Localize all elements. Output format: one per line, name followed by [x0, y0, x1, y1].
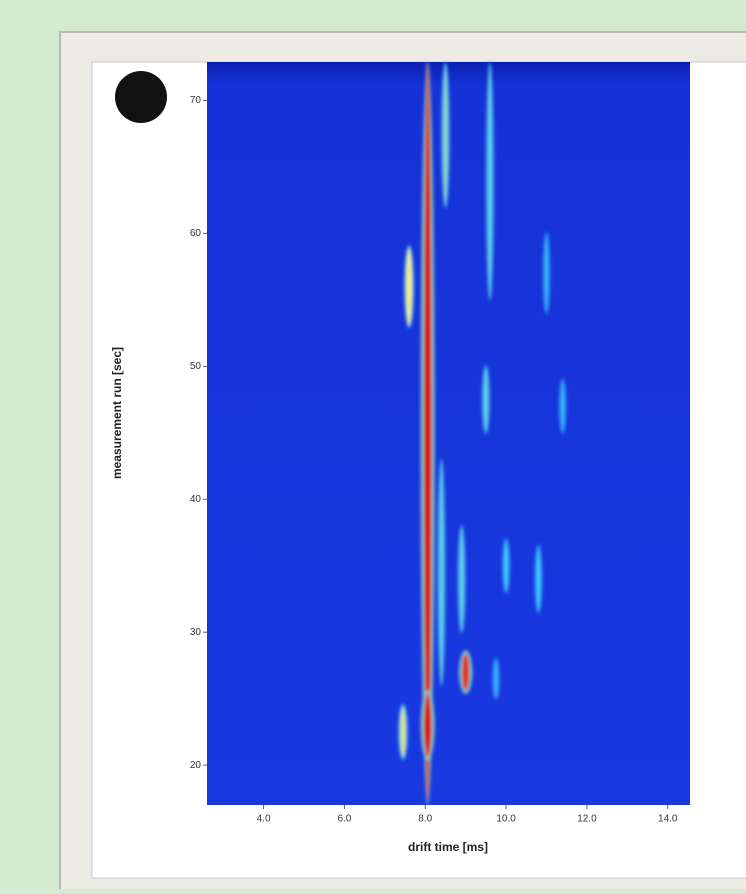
peak-core: [536, 546, 541, 612]
y-tick-label: 20: [190, 760, 202, 771]
peak-core: [442, 64, 449, 206]
peak-core: [406, 247, 413, 326]
peak: [440, 61, 451, 209]
y-tick-label: 50: [190, 361, 202, 372]
peak-core: [487, 64, 493, 299]
peak: [436, 457, 447, 688]
peak: [420, 690, 435, 761]
x-tick-label: 4.0: [257, 814, 271, 825]
peak-core: [400, 706, 406, 758]
y-axis-label: measurement run [sec]: [110, 347, 124, 479]
peak-core: [459, 526, 465, 632]
peak: [420, 61, 435, 805]
peak-core: [423, 693, 432, 758]
peak-core: [438, 460, 444, 685]
peak: [534, 543, 543, 615]
peak: [481, 364, 491, 435]
peak: [558, 377, 567, 435]
peak-core: [483, 367, 489, 432]
peak: [403, 244, 415, 329]
x-axis-label: drift time [ms]: [408, 840, 488, 854]
x-tick-label: 14.0: [658, 814, 678, 825]
marker-dot: [115, 71, 167, 123]
y-tick-label: 60: [190, 228, 202, 239]
x-tick-label: 8.0: [418, 814, 432, 825]
peaks: [397, 61, 567, 805]
peak-core: [493, 659, 499, 698]
y-tick-label: 30: [190, 627, 202, 638]
peak: [397, 703, 409, 761]
peak: [491, 656, 501, 701]
peak: [457, 523, 467, 635]
x-tick-label: 12.0: [577, 814, 597, 825]
x-tick-label: 6.0: [337, 814, 351, 825]
y-tick-label: 70: [190, 95, 202, 106]
peak: [542, 231, 551, 316]
peak-core: [544, 234, 549, 313]
peak: [485, 61, 495, 302]
peak: [501, 537, 511, 595]
peak-core: [423, 64, 432, 802]
y-tick-label: 40: [190, 494, 202, 505]
peak-core: [503, 540, 509, 592]
peak: [458, 650, 473, 695]
peak-core: [461, 653, 470, 692]
x-tick-label: 10.0: [496, 814, 516, 825]
peak-core: [560, 380, 565, 432]
